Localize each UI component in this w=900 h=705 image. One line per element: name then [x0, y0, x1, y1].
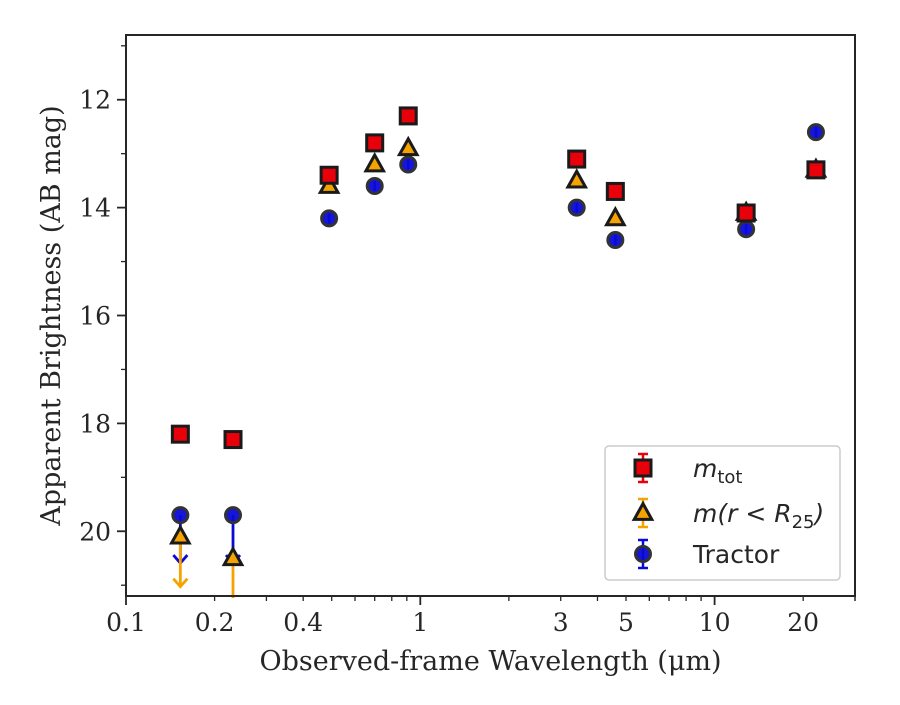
x-tick-label: 5	[618, 608, 634, 637]
legend-label: mtot	[693, 454, 743, 488]
x-tick-label: 0.1	[106, 608, 146, 637]
y-tick-label: 18	[79, 409, 111, 438]
x-tick-label: 10	[699, 608, 731, 637]
data-point-circle	[224, 506, 243, 525]
data-point-circle	[171, 506, 190, 525]
legend-label: m(r < R25)	[693, 499, 824, 533]
y-tick-label: 16	[79, 302, 111, 331]
data-point-triangle	[603, 205, 627, 227]
data-point-triangle	[565, 168, 589, 189]
upper-limit-arrowhead	[172, 577, 189, 589]
y-tick-label: 12	[79, 86, 111, 115]
legend-box	[604, 445, 841, 581]
x-axis-ticks: 0.1 0.2 0.4 1 3 5 10 20	[106, 596, 856, 637]
x-tick-label: 0.4	[283, 608, 323, 637]
y-axis-ticks: 12 14 16 18 20	[79, 45, 126, 586]
data-point-triangle	[396, 135, 420, 157]
legend: mtot m(r < R25) Tractor	[604, 445, 841, 581]
y-tick-label: 14	[79, 194, 111, 223]
x-tick-label: 1	[412, 608, 428, 637]
x-tick-label: 0.2	[195, 608, 235, 637]
data-marks	[169, 106, 828, 598]
legend-marker-square	[633, 458, 653, 478]
data-point-triangle	[363, 151, 387, 173]
legend-label: Tractor	[692, 540, 780, 569]
x-tick-label: 3	[553, 608, 569, 637]
x-tick-label: 20	[787, 608, 819, 637]
legend-marker-circle	[634, 545, 652, 563]
series-circle-points	[171, 123, 825, 525]
y-axis-label: Apparent Brightness (AB mag)	[36, 105, 67, 526]
data-point-triangle	[221, 545, 245, 567]
data-point-triangle	[169, 524, 192, 545]
series-square-points	[170, 106, 826, 450]
y-tick-label: 20	[79, 517, 111, 546]
legend-marker-triangle	[631, 500, 655, 521]
x-axis-label: Observed-frame Wavelength (μm)	[259, 646, 721, 677]
